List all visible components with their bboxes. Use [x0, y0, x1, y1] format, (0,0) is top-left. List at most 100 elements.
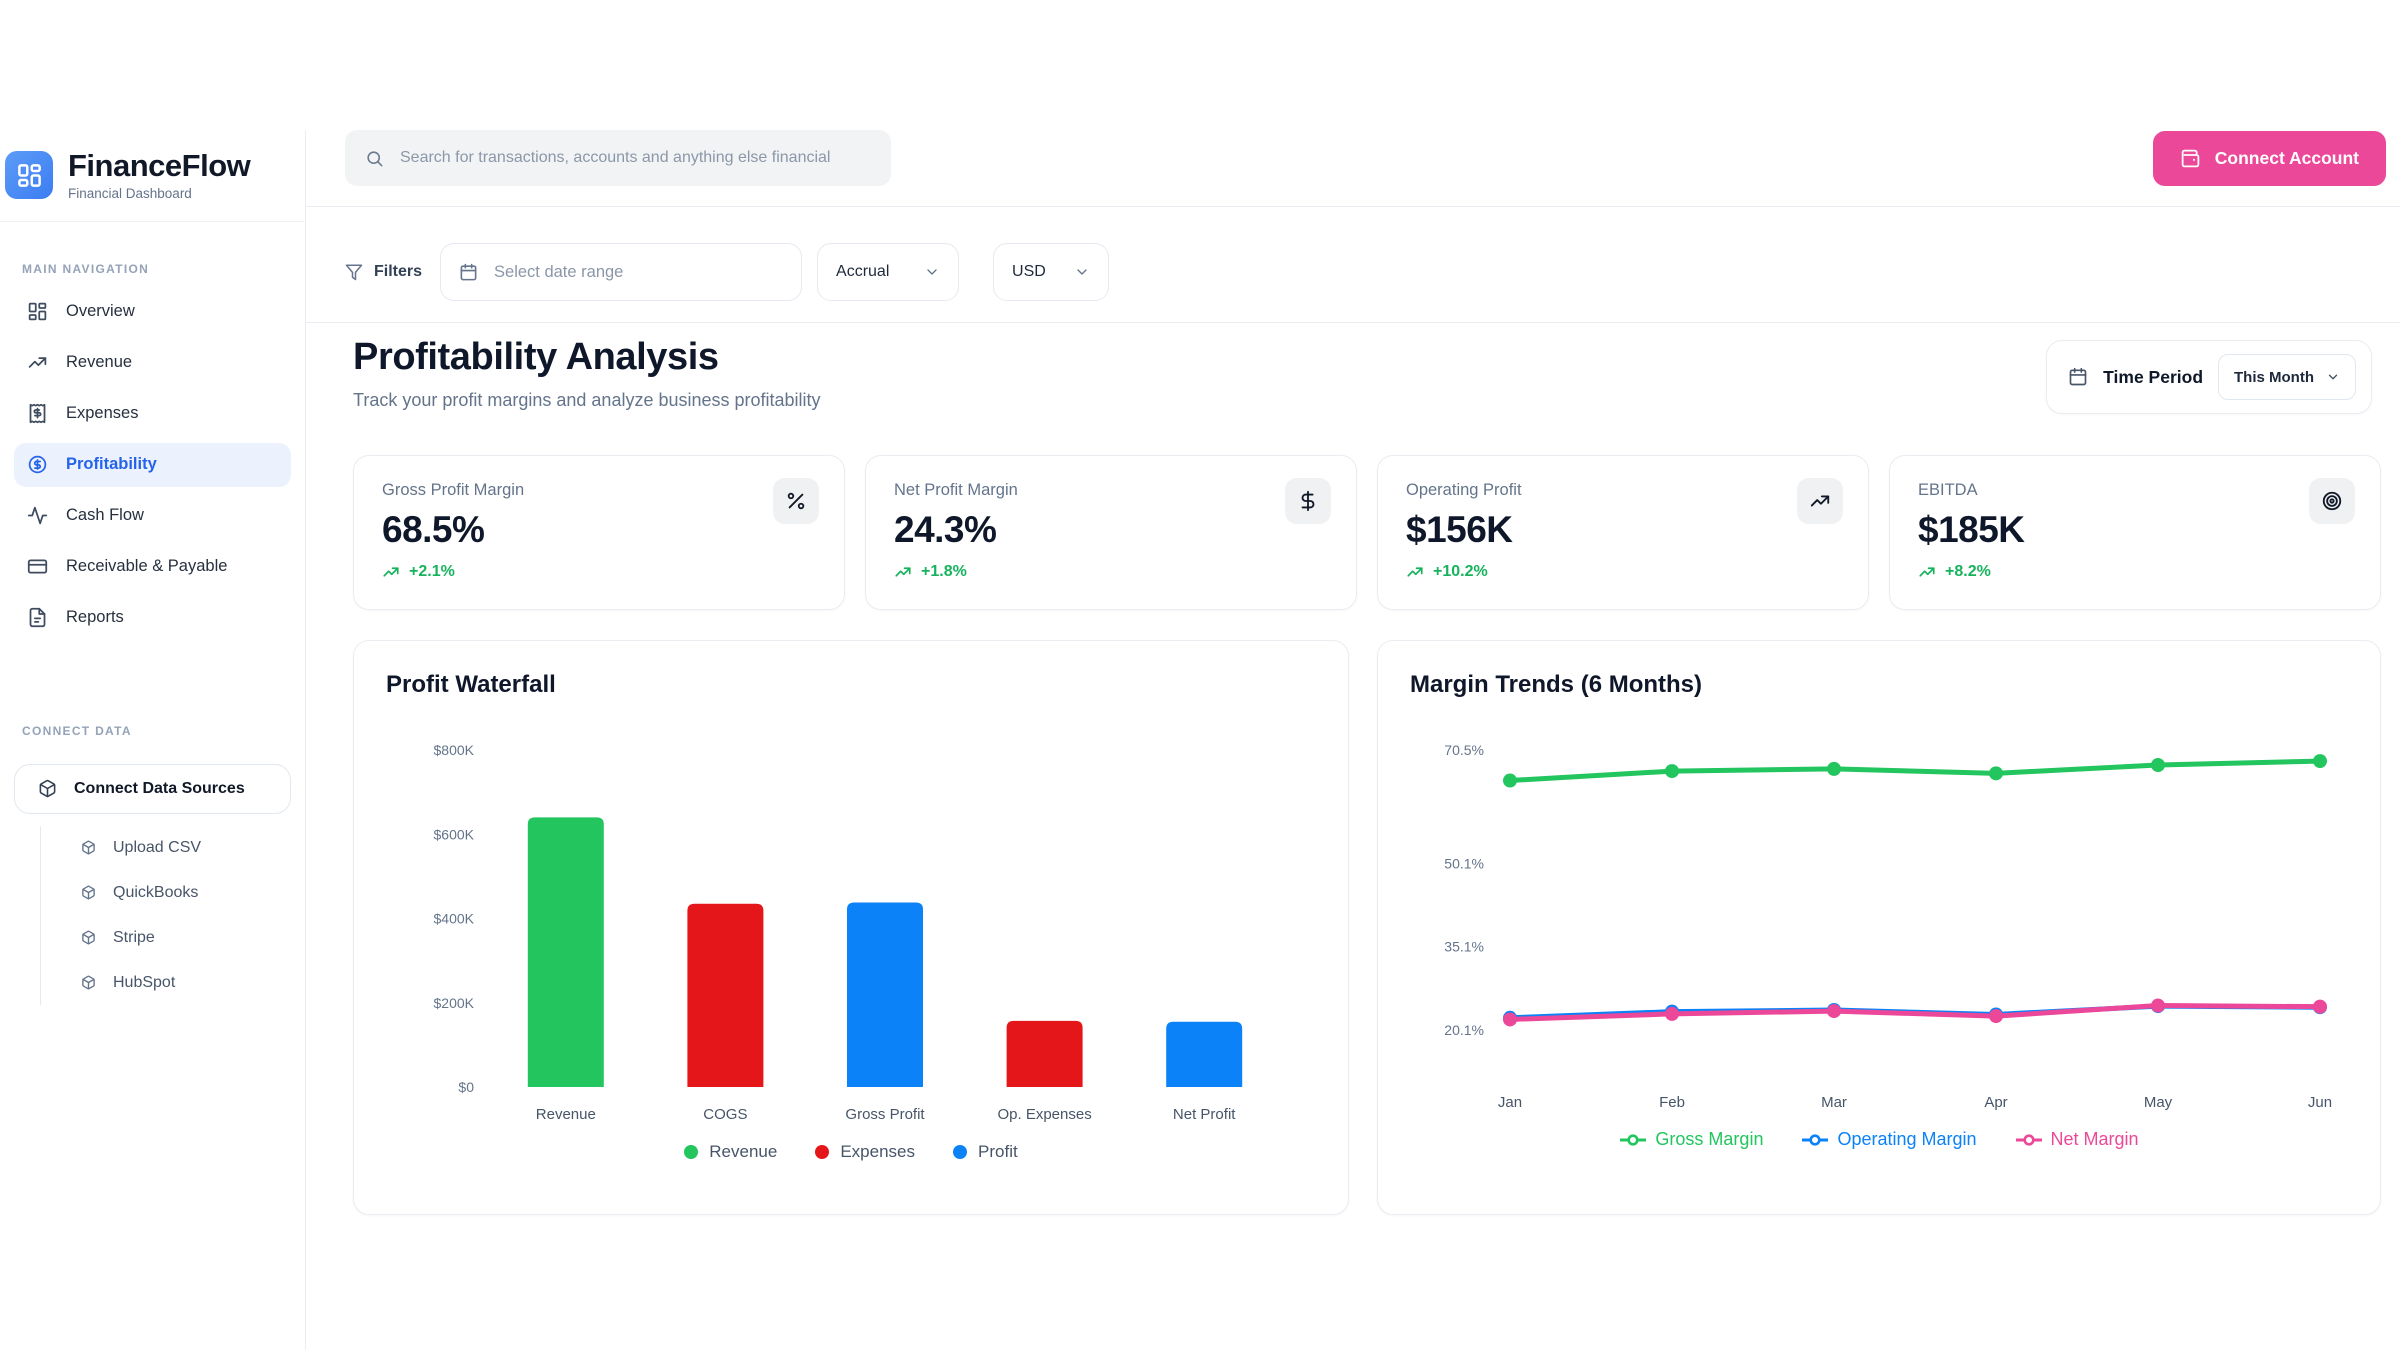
kpi-card-net-profit-margin: Net Profit Margin 24.3% +1.8%	[865, 455, 1357, 610]
data-source-label: Stripe	[113, 928, 155, 946]
data-source-upload-csv[interactable]: Upload CSV	[41, 830, 305, 866]
connect-data-sources-button[interactable]: Connect Data Sources	[14, 763, 291, 814]
svg-text:Revenue: Revenue	[536, 1106, 596, 1123]
calendar-icon	[459, 263, 478, 282]
svg-text:Mar: Mar	[1821, 1094, 1847, 1111]
sidebar-item-receivable-payable[interactable]: Receivable & Payable	[14, 545, 291, 589]
svg-text:Op. Expenses: Op. Expenses	[997, 1106, 1091, 1123]
legend-line-marker	[1802, 1133, 1829, 1146]
credit-card-icon	[27, 556, 48, 577]
legend-line-marker	[1620, 1133, 1647, 1146]
global-search[interactable]	[345, 130, 891, 186]
cube-icon	[38, 779, 57, 798]
kpi-change-value: +1.8%	[921, 563, 967, 580]
sidebar-item-overview[interactable]: Overview	[14, 290, 291, 334]
svg-text:20.1%: 20.1%	[1444, 1022, 1484, 1038]
svg-text:May: May	[2144, 1094, 2173, 1111]
kpi-value: 24.3%	[894, 509, 997, 550]
trending-up-icon	[27, 352, 48, 373]
connect-account-label: Connect Account	[2214, 148, 2359, 168]
trending-up-icon	[1918, 563, 1936, 581]
kpi-label: EBITDA	[1918, 481, 1978, 499]
sidebar-item-label: Overview	[66, 302, 135, 321]
sidebar-item-revenue[interactable]: Revenue	[14, 341, 291, 385]
nav-section-header: MAIN NAVIGATION	[22, 261, 150, 276]
data-source-label: QuickBooks	[113, 883, 199, 901]
filters-label: Filters	[374, 263, 423, 280]
legend-item: Profit	[953, 1142, 1018, 1162]
sidebar-item-reports[interactable]: Reports	[14, 596, 291, 640]
accounting-basis-select[interactable]: Accrual	[817, 243, 960, 301]
filters-button[interactable]: Filters	[345, 263, 422, 281]
legend-label: Expenses	[840, 1142, 916, 1161]
trending-up-icon	[1797, 478, 1843, 524]
kpi-change: +10.2%	[1406, 563, 1840, 581]
date-range-input[interactable]	[492, 261, 784, 283]
sidebar: FinanceFlow Financial Dashboard MAIN NAV…	[0, 130, 306, 1350]
kpi-value: $185K	[1918, 509, 2025, 550]
kpi-change: +2.1%	[382, 563, 816, 581]
svg-text:$200K: $200K	[434, 995, 475, 1011]
svg-text:$600K: $600K	[434, 826, 475, 842]
svg-text:$400K: $400K	[434, 911, 475, 927]
dollar-icon	[1285, 478, 1331, 524]
chart-title: Profit Waterfall	[386, 671, 556, 698]
kpi-label: Net Profit Margin	[894, 481, 1018, 499]
chevron-down-icon	[924, 264, 940, 280]
search-input[interactable]	[398, 148, 871, 168]
currency-select[interactable]: USD	[993, 243, 1110, 301]
receipt-icon	[27, 403, 48, 424]
connect-account-button[interactable]: Connect Account	[2152, 131, 2386, 186]
cube-icon	[81, 975, 96, 990]
svg-text:Gross Profit: Gross Profit	[845, 1106, 925, 1123]
date-range-picker[interactable]	[440, 243, 803, 301]
chevron-down-icon	[1074, 264, 1090, 280]
currency-value: USD	[1012, 263, 1046, 280]
time-period-select[interactable]: This Month	[2218, 354, 2356, 400]
sidebar-item-label: Expenses	[66, 404, 139, 423]
header-divider	[306, 206, 2400, 207]
legend-label: Operating Margin	[1837, 1129, 1977, 1149]
svg-text:70.5%: 70.5%	[1444, 742, 1484, 758]
profit-waterfall-legend: Revenue Expenses Profit	[386, 1142, 1316, 1162]
connect-section-header: CONNECT DATA	[22, 723, 132, 738]
legend-item: Operating Margin	[1801, 1129, 1977, 1150]
svg-text:Net Profit: Net Profit	[1173, 1106, 1236, 1123]
trending-up-icon	[894, 563, 912, 581]
kpi-card-operating-profit: Operating Profit $156K +10.2%	[1377, 455, 1869, 610]
sidebar-item-label: Revenue	[66, 353, 133, 372]
sidebar-item-label: Cash Flow	[66, 506, 144, 525]
sidebar-item-expenses[interactable]: Expenses	[14, 392, 291, 436]
svg-text:Apr: Apr	[1984, 1094, 2007, 1111]
legend-dot	[684, 1145, 699, 1159]
margin-trends-chart: 70.5% 50.1% 35.1% 20.1% Jan Feb Mar Apr May Jun	[1444, 742, 2332, 1111]
legend-label: Gross Margin	[1655, 1129, 1764, 1149]
data-source-quickbooks[interactable]: QuickBooks	[41, 875, 305, 911]
trending-up-icon	[1406, 563, 1424, 581]
filter-bar: Filters Accrual USD	[345, 242, 1110, 302]
sidebar-item-label: Profitability	[66, 455, 157, 474]
sidebar-item-cash-flow[interactable]: Cash Flow	[14, 494, 291, 538]
sidebar-item-profitability[interactable]: Profitability	[14, 442, 291, 487]
sidebar-item-label: Reports	[66, 608, 124, 627]
activity-icon	[27, 505, 48, 526]
data-source-stripe[interactable]: Stripe	[41, 920, 305, 956]
legend-line-marker	[2015, 1133, 2042, 1146]
kpi-cards: Gross Profit Margin 68.5% +2.1% Net Prof…	[353, 455, 2381, 610]
profit-waterfall-card: Profit Waterfall $0 $200K $400K $600K $800K R…	[353, 640, 1349, 1215]
svg-text:35.1%: 35.1%	[1444, 939, 1484, 955]
data-source-hubspot[interactable]: HubSpot	[41, 965, 305, 1001]
legend-label: Profit	[978, 1142, 1018, 1161]
kpi-change-value: +2.1%	[409, 563, 455, 580]
kpi-card-gross-profit-margin: Gross Profit Margin 68.5% +2.1%	[353, 455, 845, 610]
main-navigation: Overview Revenue Expenses Profitability …	[0, 276, 305, 640]
legend-label: Net Margin	[2050, 1129, 2139, 1149]
time-period-value: This Month	[2234, 368, 2314, 386]
kpi-label: Operating Profit	[1406, 481, 1522, 499]
svg-text:50.1%: 50.1%	[1444, 855, 1484, 871]
legend-item: Net Margin	[2015, 1129, 2139, 1150]
page-subtitle: Track your profit margins and analyze bu…	[353, 390, 821, 410]
legend-dot	[953, 1145, 968, 1159]
main-content: Connect Account Filters Accrual USD Prof…	[306, 130, 2400, 1350]
kpi-change: +8.2%	[1918, 563, 2352, 581]
